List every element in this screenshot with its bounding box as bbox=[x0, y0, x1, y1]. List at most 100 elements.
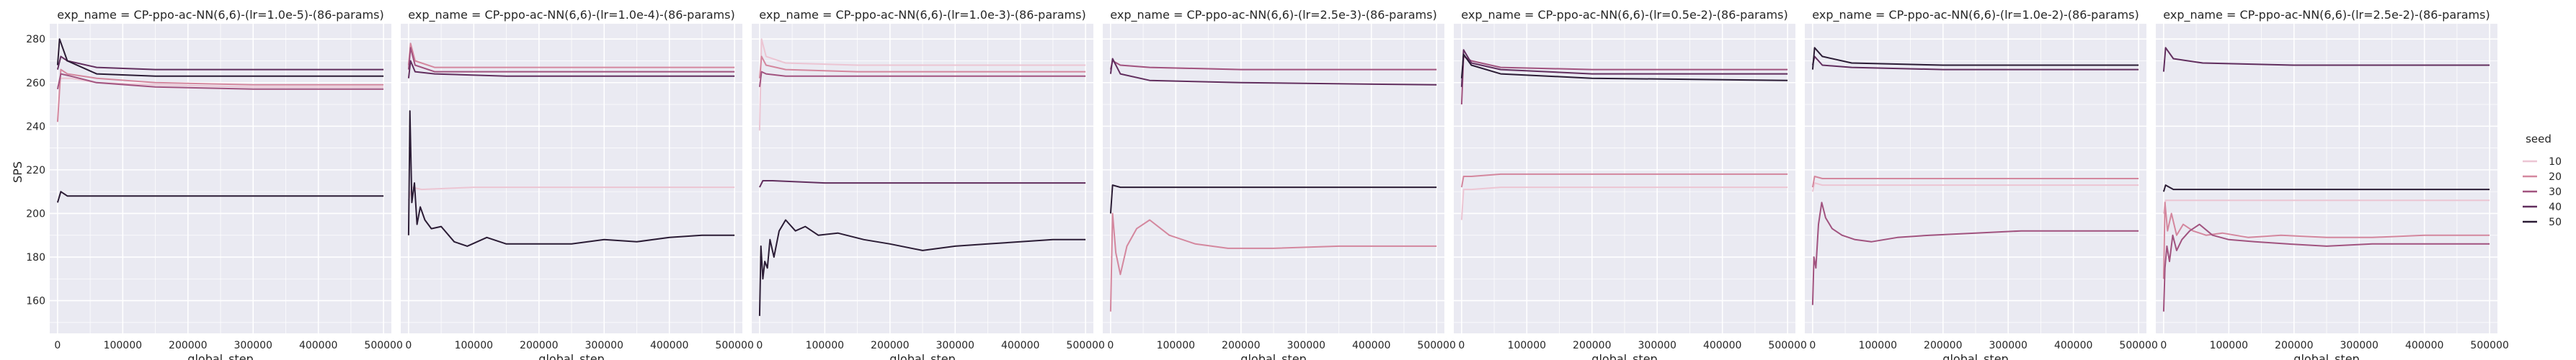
series-line bbox=[1811, 47, 2139, 70]
series-line bbox=[758, 219, 1086, 316]
x-tick-label: 0 bbox=[405, 340, 412, 351]
chart-panel: 0 100000 200000 300000 400000 500000 global_st… bbox=[752, 8, 1105, 360]
series-line bbox=[759, 180, 1086, 188]
x-axis-label: global_step bbox=[1591, 352, 1657, 360]
x-tick-label: 500000 bbox=[1066, 340, 1104, 351]
panel-title: exp_name = CP-ppo-ac-NN(6,6)-(lr=1.0e-2)… bbox=[1812, 8, 2138, 22]
chart-panel: 0 100000 200000 300000 400000 500000 global_st… bbox=[1805, 8, 2158, 360]
legend-label: 40 bbox=[2549, 202, 2562, 213]
x-tick-label: 500000 bbox=[715, 340, 753, 351]
x-tick-label: 100000 bbox=[104, 340, 142, 351]
x-tick-label: 100000 bbox=[1157, 340, 1195, 351]
panel-title: exp_name = CP-ppo-ac-NN(6,6)-(lr=0.5e-2)… bbox=[1461, 8, 1787, 22]
x-tick-label: 100000 bbox=[806, 340, 844, 351]
series-line bbox=[2162, 184, 2490, 192]
series-line bbox=[2162, 47, 2490, 72]
x-tick-label: 100000 bbox=[1859, 340, 1897, 351]
legend-title: seed bbox=[2526, 132, 2551, 145]
x-tick-label: 0 bbox=[54, 340, 61, 351]
chart-panel: 0 100000 200000 300000 400000 500000 global_st… bbox=[1454, 8, 1807, 360]
x-tick-label: 0 bbox=[756, 340, 763, 351]
series-line bbox=[1109, 184, 1437, 214]
x-tick-label: 400000 bbox=[2405, 340, 2443, 351]
x-tick-label: 300000 bbox=[1638, 340, 1676, 351]
series-line bbox=[407, 47, 735, 73]
y-tick-label: 240 bbox=[26, 121, 45, 132]
chart-panel: 0 100000 200000 300000 400000 500000 global_st… bbox=[2156, 8, 2509, 360]
series-line bbox=[2162, 202, 2490, 279]
y-tick-label: 280 bbox=[26, 34, 45, 45]
x-tick-label: 500000 bbox=[364, 340, 402, 351]
series-line bbox=[56, 38, 384, 77]
series-line bbox=[758, 71, 1086, 87]
x-tick-label: 0 bbox=[2160, 340, 2167, 351]
x-tick-label: 400000 bbox=[1703, 340, 1741, 351]
x-tick-label: 500000 bbox=[2119, 340, 2157, 351]
series-line bbox=[1811, 182, 2139, 192]
x-tick-label: 200000 bbox=[1222, 340, 1260, 351]
y-tick-label: 160 bbox=[26, 296, 45, 307]
x-tick-label: 200000 bbox=[1924, 340, 1962, 351]
y-tick-label: 180 bbox=[26, 252, 45, 264]
chart-panel: 0 100000 200000 300000 400000 500000 160 180 200… bbox=[26, 8, 403, 360]
y-tick-label: 200 bbox=[26, 208, 45, 220]
x-tick-label: 300000 bbox=[936, 340, 974, 351]
x-tick-label: 400000 bbox=[1352, 340, 1390, 351]
legend-label: 10 bbox=[2549, 156, 2562, 168]
x-tick-label: 200000 bbox=[169, 340, 207, 351]
x-tick-label: 400000 bbox=[1001, 340, 1039, 351]
x-tick-label: 0 bbox=[1458, 340, 1465, 351]
chart-panels: 0 100000 200000 300000 400000 500000160180200… bbox=[26, 8, 2509, 360]
legend: seed 10 20 30 40 50 bbox=[2523, 132, 2562, 228]
x-tick-label: 300000 bbox=[234, 340, 272, 351]
series-line bbox=[1811, 176, 2139, 188]
x-axis-label: global_step bbox=[889, 352, 955, 360]
x-tick-label: 0 bbox=[1107, 340, 1114, 351]
series-line bbox=[56, 68, 384, 122]
panel-title: exp_name = CP-ppo-ac-NN(6,6)-(lr=2.5e-3)… bbox=[1110, 8, 1436, 22]
series-line bbox=[407, 42, 735, 68]
x-tick-label: 100000 bbox=[455, 340, 493, 351]
x-tick-label: 400000 bbox=[650, 340, 688, 351]
legend-label: 20 bbox=[2549, 171, 2562, 183]
x-tick-label: 100000 bbox=[1508, 340, 1546, 351]
series-line bbox=[758, 55, 1086, 78]
x-axis-label: global_step bbox=[1240, 352, 1306, 360]
series-line bbox=[407, 60, 735, 78]
series-line bbox=[1109, 212, 1437, 312]
series-line bbox=[758, 38, 1086, 131]
y-tick-label: 260 bbox=[26, 78, 45, 89]
series-line bbox=[56, 191, 384, 203]
panel-title: exp_name = CP-ppo-ac-NN(6,6)-(lr=1.0e-3)… bbox=[759, 8, 1085, 22]
x-tick-label: 200000 bbox=[871, 340, 909, 351]
series-line bbox=[56, 73, 384, 90]
x-tick-label: 500000 bbox=[1417, 340, 1455, 351]
x-tick-label: 300000 bbox=[1287, 340, 1325, 351]
series-line bbox=[1460, 173, 1788, 188]
series-line bbox=[407, 110, 735, 247]
chart-panel: 0 100000 200000 300000 400000 500000 global_st… bbox=[1103, 8, 1456, 360]
x-tick-label: 500000 bbox=[1768, 340, 1806, 351]
x-tick-label: 500000 bbox=[2470, 340, 2508, 351]
panel-title: exp_name = CP-ppo-ac-NN(6,6)-(lr=1.0e-4)… bbox=[408, 8, 734, 22]
legend-label: 30 bbox=[2549, 186, 2562, 198]
series-line bbox=[2162, 223, 2490, 312]
x-tick-label: 100000 bbox=[2210, 340, 2248, 351]
x-tick-label: 200000 bbox=[520, 340, 558, 351]
x-tick-label: 300000 bbox=[585, 340, 623, 351]
x-axis-label: global_step bbox=[2293, 352, 2359, 360]
panel-title: exp_name = CP-ppo-ac-NN(6,6)-(lr=1.0e-5)… bbox=[57, 8, 383, 22]
x-tick-label: 0 bbox=[1809, 340, 1816, 351]
x-tick-label: 300000 bbox=[1989, 340, 2028, 351]
x-tick-label: 200000 bbox=[1573, 340, 1611, 351]
y-tick-label: 220 bbox=[26, 165, 45, 176]
panel-title: exp_name = CP-ppo-ac-NN(6,6)-(lr=2.5e-2)… bbox=[2163, 8, 2490, 22]
x-tick-label: 300000 bbox=[2340, 340, 2379, 351]
series-line bbox=[1460, 53, 1788, 81]
series-line bbox=[1109, 58, 1437, 86]
x-tick-label: 400000 bbox=[299, 340, 337, 351]
series-line bbox=[56, 55, 384, 71]
legend-label: 50 bbox=[2549, 217, 2562, 228]
chart-panel: 0 100000 200000 300000 400000 500000 global_st… bbox=[401, 8, 754, 360]
